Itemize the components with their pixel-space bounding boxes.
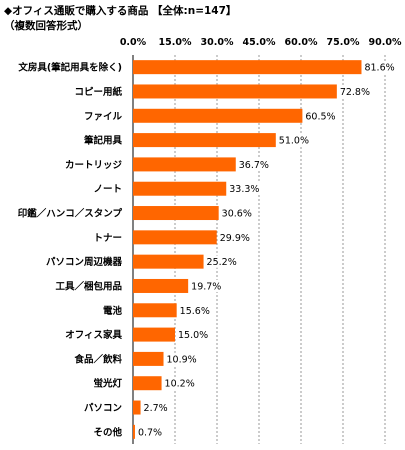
category-label: ファイル bbox=[84, 111, 123, 122]
bar bbox=[133, 424, 135, 439]
bar bbox=[133, 230, 217, 245]
category-label: パソコン周辺機器 bbox=[46, 256, 123, 268]
value-label-bg bbox=[277, 134, 311, 147]
category-label: 電池 bbox=[103, 305, 123, 317]
value-label: 25.2% bbox=[207, 257, 237, 268]
value-label-bg bbox=[218, 231, 252, 244]
x-tick-label: 90.0% bbox=[369, 37, 402, 48]
value-label-bg bbox=[363, 61, 397, 74]
value-label: 36.7% bbox=[239, 160, 269, 171]
value-label-bg bbox=[190, 279, 224, 292]
value-label-bg bbox=[178, 304, 212, 317]
chart-title: ◆オフィス通販で購入する商品 【全体:n=147】 bbox=[4, 5, 237, 17]
value-label-bg bbox=[165, 352, 199, 365]
bar bbox=[133, 108, 303, 123]
value-label: 2.7% bbox=[144, 403, 168, 414]
category-label: 文房具(筆記用具を除く) bbox=[17, 62, 122, 74]
bar bbox=[133, 206, 219, 221]
value-label: 29.9% bbox=[220, 233, 250, 244]
value-label-bg bbox=[220, 207, 254, 220]
bar bbox=[133, 376, 162, 391]
value-labels: 81.6% 72.8% 60.5% 51.0% 36.7% 33.3% 30.6% 29.9%… bbox=[136, 61, 397, 438]
value-label-bg bbox=[177, 328, 210, 341]
value-label: 0.7% bbox=[138, 427, 162, 438]
value-label-bg bbox=[205, 255, 239, 268]
value-label: 81.6% bbox=[364, 63, 394, 74]
value-label: 10.9% bbox=[167, 354, 197, 365]
bar bbox=[133, 157, 236, 172]
x-tick-label: 0.0% bbox=[120, 37, 147, 48]
value-label: 72.8% bbox=[340, 87, 370, 98]
value-label-bg bbox=[304, 109, 338, 122]
category-label: 食品／飲料 bbox=[73, 353, 122, 365]
x-tick-label: 30.0% bbox=[201, 37, 234, 48]
category-label: トナー bbox=[93, 233, 122, 244]
value-label: 60.5% bbox=[305, 111, 335, 122]
bar bbox=[133, 254, 204, 269]
bar bbox=[133, 181, 227, 196]
category-label: 筆記用具 bbox=[83, 135, 123, 147]
bar bbox=[133, 400, 141, 415]
value-label: 19.7% bbox=[191, 281, 221, 292]
category-label: カートリッジ bbox=[65, 160, 123, 171]
category-label: ノート bbox=[93, 184, 122, 195]
category-label: パソコン bbox=[84, 402, 122, 414]
x-tick-label: 15.0% bbox=[159, 37, 192, 48]
category-labels: 文房具(筆記用具を除く) コピー用紙ファイル筆記用具カートリッジノート印鑑／ハンコ… bbox=[17, 62, 122, 439]
value-label: 10.2% bbox=[165, 379, 195, 390]
category-label: その他 bbox=[93, 426, 122, 438]
value-label: 15.0% bbox=[178, 330, 208, 341]
bar bbox=[133, 60, 362, 75]
value-label-bg bbox=[228, 182, 262, 195]
bar bbox=[133, 133, 276, 148]
x-axis-ticks: 0.0% 15.0% 30.0% 45.0% 60.0% 75.0% 90.0% bbox=[120, 37, 402, 48]
bar bbox=[133, 278, 189, 293]
value-label: 30.6% bbox=[222, 209, 252, 220]
category-label: 印鑑／ハンコ／スタンプ bbox=[18, 208, 123, 220]
value-label-bg bbox=[338, 85, 372, 98]
category-label: オフィス家具 bbox=[65, 329, 122, 341]
value-label-bg bbox=[136, 425, 164, 438]
x-tick-label: 75.0% bbox=[327, 37, 360, 48]
bar bbox=[133, 327, 175, 342]
value-label-bg bbox=[237, 158, 271, 171]
value-label-bg bbox=[163, 377, 197, 390]
bars bbox=[133, 60, 362, 439]
x-tick-label: 60.0% bbox=[285, 37, 318, 48]
bar bbox=[133, 303, 177, 318]
value-label: 15.6% bbox=[180, 306, 210, 317]
bar bbox=[133, 351, 164, 366]
category-label: コピー用紙 bbox=[74, 86, 122, 98]
value-label-bg bbox=[142, 401, 170, 414]
chart-subtitle: （複数回答形式） bbox=[4, 20, 88, 32]
bar bbox=[133, 84, 337, 99]
category-label: 蛍光灯 bbox=[93, 378, 122, 390]
category-label: 工具／梱包用品 bbox=[55, 280, 122, 292]
value-label: 33.3% bbox=[229, 184, 259, 195]
value-label: 51.0% bbox=[279, 136, 309, 147]
x-tick-label: 45.0% bbox=[243, 37, 276, 48]
